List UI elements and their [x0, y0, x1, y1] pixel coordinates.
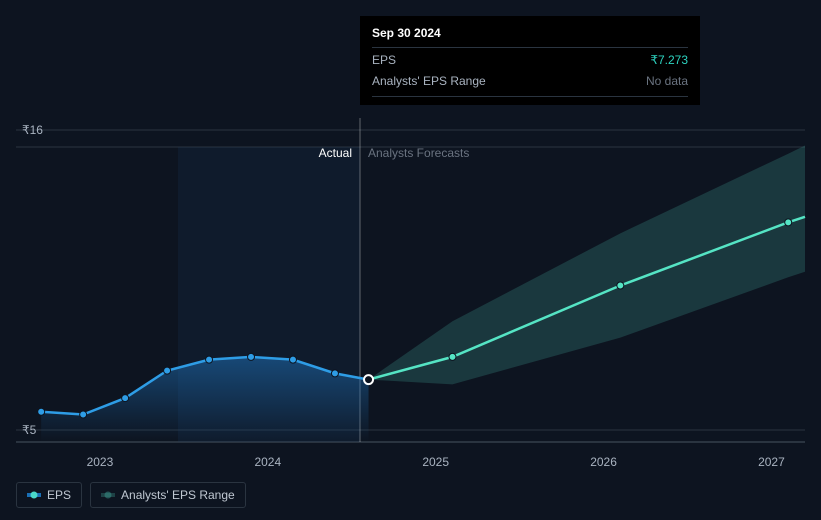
y-axis-label: ₹5 [22, 423, 36, 437]
region-label-forecast: Analysts Forecasts [368, 146, 469, 160]
tooltip-value: ₹7.273 [650, 51, 688, 70]
tooltip-row: Analysts' EPS Range No data [372, 71, 688, 96]
eps-chart: Sep 30 2024 EPS₹7.273Analysts' EPS Range… [0, 0, 821, 520]
legend-label: Analysts' EPS Range [121, 488, 235, 502]
legend-item-range[interactable]: Analysts' EPS Range [90, 482, 246, 508]
legend-swatch-icon [101, 488, 115, 502]
y-axis-label: ₹16 [22, 123, 43, 137]
x-axis-label: 2025 [422, 455, 449, 469]
x-axis-label: 2024 [254, 455, 281, 469]
x-axis-label: 2026 [590, 455, 617, 469]
legend-label: EPS [47, 488, 71, 502]
chart-tooltip: Sep 30 2024 EPS₹7.273Analysts' EPS Range… [360, 16, 700, 105]
tooltip-date: Sep 30 2024 [372, 24, 688, 48]
tooltip-label: Analysts' EPS Range [372, 72, 486, 91]
x-axis-label: 2023 [87, 455, 114, 469]
region-label-actual: Actual [319, 146, 352, 160]
legend-item-eps[interactable]: EPS [16, 482, 82, 508]
tooltip-label: EPS [372, 51, 396, 70]
tooltip-row: EPS ₹7.273 [372, 50, 688, 71]
chart-legend: EPS Analysts' EPS Range [16, 482, 246, 508]
legend-swatch-icon [27, 488, 41, 502]
tooltip-value: No data [646, 72, 688, 91]
x-axis-label: 2027 [758, 455, 785, 469]
